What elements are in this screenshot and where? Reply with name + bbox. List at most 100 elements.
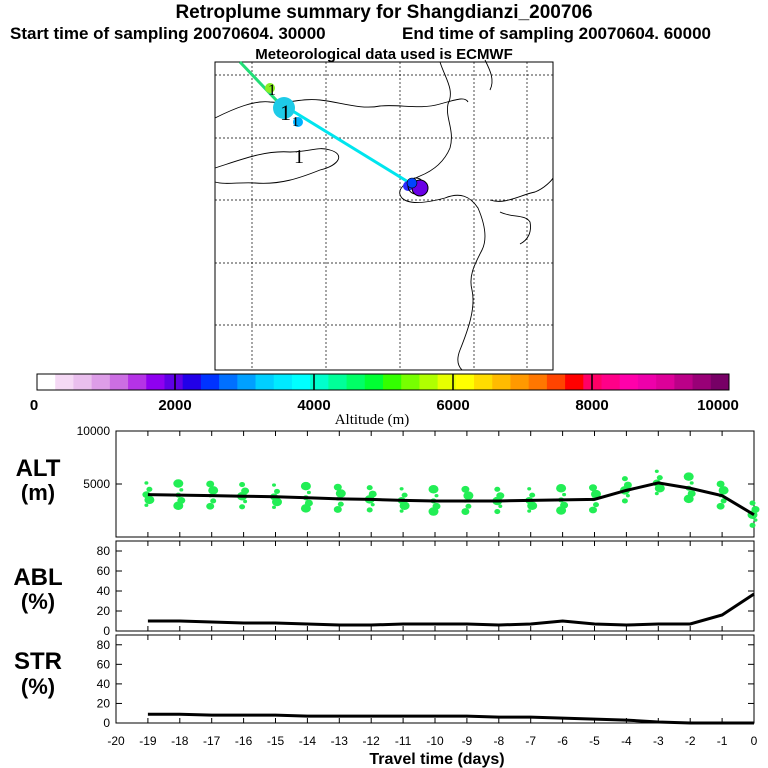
colorbar-frame <box>36 373 730 391</box>
colorbar-swatch <box>401 374 420 390</box>
colorbar-swatch <box>565 374 584 390</box>
x-tick-label: -20 <box>107 734 125 748</box>
colorbar-swatch <box>237 374 257 390</box>
colorbar-tick-label: 8000 <box>575 397 608 414</box>
colorbar-swatch <box>455 374 475 390</box>
colorbar-tick-label: 0 <box>30 397 38 414</box>
alt-scatter-point <box>654 491 659 496</box>
alt-scatter-point <box>179 488 184 492</box>
alt-scatter-point <box>494 509 501 515</box>
alt-scatter-point <box>494 486 501 492</box>
alt-scatter-point <box>562 492 567 497</box>
met-data-label: Meteorological data used is ECMWF <box>255 46 513 63</box>
panel-abl: 0 20 40 60 80 <box>97 540 755 638</box>
alt-scatter-point <box>718 486 729 495</box>
alt-scatter-point <box>239 481 246 488</box>
colorbar-swatch <box>656 374 675 390</box>
colorbar-swatch <box>528 374 548 390</box>
alt-scatter-point <box>306 490 311 495</box>
alt-scatter-point <box>272 497 282 507</box>
colorbar-tick-label: 2000 <box>158 397 191 414</box>
colorbar-swatch <box>637 374 657 390</box>
colorbar-swatch <box>437 374 457 390</box>
alt-scatter-point <box>428 507 439 516</box>
colorbar-swatch <box>55 374 74 390</box>
colorbar-swatch <box>255 374 275 390</box>
alt-scatter-point <box>146 486 153 492</box>
colorbar-tick-labels: 0 2000 4000 6000 8000 10000 <box>30 397 739 414</box>
colorbar-swatch <box>109 374 129 390</box>
colorbar-swatch <box>328 374 348 390</box>
alt-ylabel: ALT <box>16 455 61 482</box>
alt-scatter-point <box>527 501 538 510</box>
alt-scatter-point <box>527 487 532 491</box>
start-time-label: Start time of sampling 20070604. 30000 <box>10 24 326 43</box>
alt-scatter-point <box>556 483 567 493</box>
y-tick-label: 20 <box>97 696 111 710</box>
trajectory-segment-main <box>277 100 419 190</box>
y-tick-label: 0 <box>103 716 110 730</box>
alt-scatter-point <box>243 499 248 504</box>
alt-scatter-point <box>465 503 472 509</box>
y-tick-label: 60 <box>97 564 111 578</box>
alt-scatter-point <box>591 489 601 499</box>
series-line-str <box>147 712 754 725</box>
alt-scatter-point <box>208 486 219 495</box>
colorbar-swatch <box>492 374 511 390</box>
colorbar-tick-label: 6000 <box>436 397 469 414</box>
x-tick-label: 0 <box>751 734 758 748</box>
alt-scatter-point <box>716 502 725 510</box>
end-time-label: End time of sampling 20070604. 60000 <box>402 24 711 43</box>
colorbar-tick-label: 10000 <box>697 397 739 414</box>
x-tick-label: -12 <box>363 734 381 748</box>
trajectory-segment-early <box>238 60 280 104</box>
trajectory-point <box>293 117 303 127</box>
alt-scatter-point <box>401 492 408 498</box>
alt-scatter-point <box>434 493 439 498</box>
map-label-1a: 1 <box>268 82 276 99</box>
alt-scatter-point <box>144 503 149 507</box>
colorbar-swatch <box>310 374 329 390</box>
trajectory-point <box>265 83 275 93</box>
alt-scatter-point <box>654 483 665 493</box>
map-frame <box>214 61 554 371</box>
colorbar-swatch <box>474 374 493 390</box>
alt-scatter-point <box>749 522 756 528</box>
alt-scatter-point <box>333 483 342 491</box>
colorbar-swatch <box>346 374 366 390</box>
colorbar-swatch <box>710 374 730 390</box>
alt-scatter-point <box>210 498 217 504</box>
colorbar-swatch <box>364 374 384 390</box>
alt-scatter-point <box>272 505 276 510</box>
colorbar-title: Altitude (m) <box>335 412 410 428</box>
map-label-1b: 1 <box>280 100 291 125</box>
alt-scatter-point <box>461 508 470 515</box>
alt-scatter-point <box>527 509 532 513</box>
x-tick-label: -3 <box>653 734 664 748</box>
alt-scatter-point <box>370 502 375 507</box>
map-trajectory <box>238 60 429 197</box>
colorbar-swatch <box>692 374 712 390</box>
y-tick-label: 40 <box>97 677 111 691</box>
abl-ylabel-unit: (%) <box>21 589 55 614</box>
colorbar-swatch <box>674 374 694 390</box>
x-tick-labels: -20 -19 -18 -17 -16 -15 -14 -13 -12 -11 -10 -9 -8 -7-… <box>107 734 757 748</box>
colorbar-swatch <box>619 374 639 390</box>
alt-scatter-point <box>399 487 404 491</box>
colorbar-swatch <box>164 374 184 390</box>
alt-scatter-point <box>335 489 346 498</box>
y-tick-label: 0 <box>103 624 110 638</box>
colorbar-swatch <box>37 374 56 390</box>
alt-scatter-point <box>589 484 597 492</box>
panel-str: 0 20 40 60 80 <box>97 634 755 730</box>
map-panel: 1 1 1 1 <box>214 59 554 371</box>
alt-scatter-point <box>656 475 663 481</box>
x-tick-label: -6 <box>557 734 568 748</box>
x-tick-label: -9 <box>462 734 473 748</box>
alt-scatter-point <box>274 488 280 494</box>
colorbar-swatch <box>546 374 566 390</box>
x-tick-label: -17 <box>203 734 221 748</box>
colorbar-swatch <box>219 374 238 390</box>
alt-scatter-point <box>300 481 311 491</box>
